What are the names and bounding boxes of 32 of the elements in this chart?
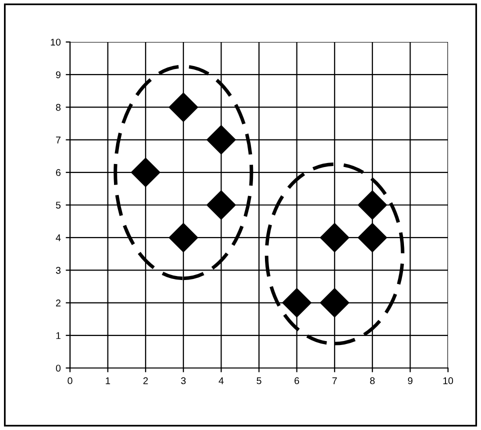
x-tick-label: 10 — [443, 377, 454, 384]
y-tick-label: 9 — [56, 71, 61, 78]
x-tick-label: 8 — [370, 377, 375, 384]
y-tick-label: 5 — [56, 202, 61, 209]
x-tick-label: 2 — [143, 377, 148, 384]
x-tick-label: 9 — [408, 377, 412, 384]
x-tick-label: 6 — [294, 377, 300, 384]
x-tick-label: 1 — [106, 377, 110, 384]
y-tick-label: 6 — [56, 169, 61, 176]
y-tick-label: 2 — [56, 300, 60, 306]
point — [320, 288, 350, 318]
point — [131, 158, 160, 187]
y-tick-label: 10 — [50, 38, 61, 46]
y-tick-label: 1 — [56, 332, 60, 339]
y-tick-label: 3 — [56, 266, 61, 274]
x-tick-label: 7 — [332, 377, 337, 384]
x-tick-label: 3 — [181, 377, 186, 384]
y-tick-label: 8 — [56, 104, 61, 111]
point — [206, 125, 236, 154]
point — [320, 223, 350, 252]
x-tick-label: 4 — [218, 377, 224, 384]
x-tick-label: 0 — [68, 377, 72, 384]
y-tick-label: 4 — [56, 234, 61, 242]
point — [358, 223, 387, 252]
point — [168, 223, 198, 252]
x-tick-label: 5 — [256, 377, 262, 384]
y-tick-label: 7 — [56, 136, 60, 144]
point — [282, 288, 312, 318]
point — [206, 190, 236, 220]
point — [168, 92, 198, 122]
point — [358, 190, 387, 220]
y-tick-label: 0 — [56, 364, 61, 372]
